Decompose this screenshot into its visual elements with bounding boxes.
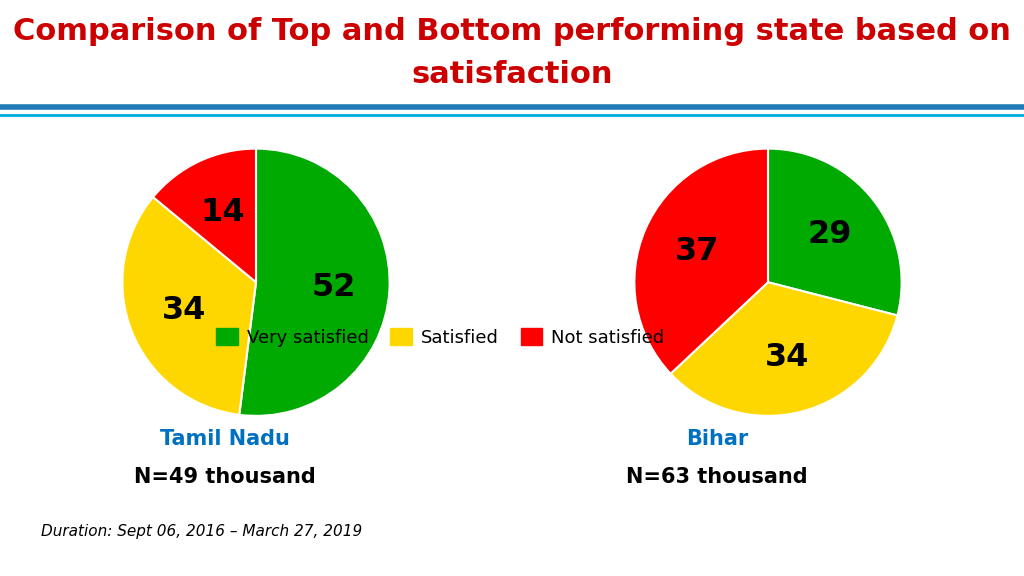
Text: 34: 34 [162,295,206,326]
Text: Duration: Sept 06, 2016 – March 27, 2019: Duration: Sept 06, 2016 – March 27, 2019 [41,524,362,539]
Text: 14: 14 [201,196,246,228]
Wedge shape [768,149,901,316]
Text: 29: 29 [807,219,851,250]
Wedge shape [635,149,768,374]
Text: N=63 thousand: N=63 thousand [626,467,808,487]
Wedge shape [240,149,389,416]
Text: Bihar: Bihar [686,429,748,449]
Wedge shape [671,282,897,416]
Text: Tamil Nadu: Tamil Nadu [161,429,290,449]
Text: N=49 thousand: N=49 thousand [134,467,316,487]
Text: 52: 52 [311,272,355,302]
Wedge shape [123,197,256,415]
Text: 34: 34 [765,342,809,373]
Legend: Very satisfied, Satisfied, Not satisfied: Very satisfied, Satisfied, Not satisfied [209,321,672,354]
Text: Comparison of Top and Bottom performing state based on: Comparison of Top and Bottom performing … [13,17,1011,46]
Text: 37: 37 [675,236,719,267]
Wedge shape [153,149,256,282]
Text: satisfaction: satisfaction [412,60,612,89]
